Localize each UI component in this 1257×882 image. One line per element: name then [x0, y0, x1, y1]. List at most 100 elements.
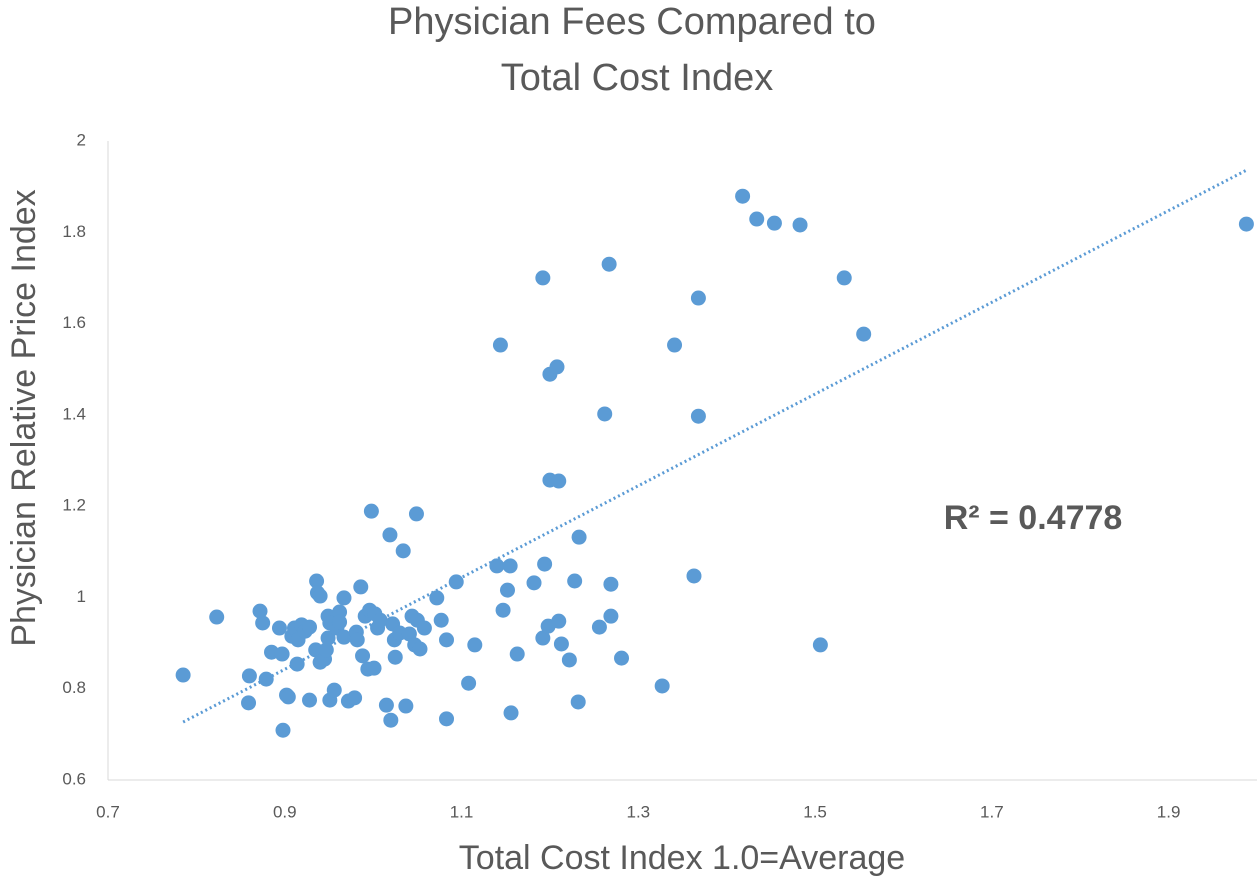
x-tick-label: 1.1 [450, 802, 474, 821]
point [355, 648, 371, 664]
point [318, 642, 334, 658]
point [332, 614, 348, 630]
point [749, 211, 765, 227]
point [312, 588, 328, 604]
point [766, 215, 782, 231]
point [280, 689, 296, 705]
y-tick-label: 0.8 [62, 678, 86, 697]
point [603, 608, 619, 624]
point [553, 636, 569, 652]
point [509, 646, 525, 662]
point [275, 722, 291, 738]
point [792, 217, 808, 233]
point [412, 641, 428, 657]
point [326, 682, 342, 698]
point [489, 558, 505, 574]
point [461, 675, 477, 691]
point [366, 660, 382, 676]
point [336, 590, 352, 606]
point [836, 270, 852, 286]
y-tick-label: 1.6 [62, 313, 86, 332]
point [416, 620, 432, 636]
point [378, 697, 394, 713]
point [690, 290, 706, 306]
x-tick-label: 1.9 [1157, 802, 1181, 821]
point [274, 646, 290, 662]
point [408, 506, 424, 522]
point [209, 609, 225, 625]
point [349, 632, 365, 648]
point [597, 406, 613, 422]
point [735, 188, 751, 204]
point [302, 692, 318, 708]
point [690, 408, 706, 424]
point [1238, 216, 1254, 232]
point [433, 612, 449, 628]
point [175, 667, 191, 683]
x-tick-label: 1.7 [980, 802, 1004, 821]
x-tick-label: 1.3 [626, 802, 650, 821]
point [654, 678, 670, 694]
point [561, 652, 577, 668]
y-axis-title: Physician Relative Price Index [5, 189, 43, 646]
y-tick-label: 0.6 [62, 769, 86, 788]
point [429, 590, 445, 606]
point [503, 705, 519, 721]
chart-title: Physician Fees Compared to [388, 1, 876, 43]
point [255, 615, 271, 631]
point [549, 359, 565, 375]
point [570, 694, 586, 710]
point [383, 712, 399, 728]
point [614, 650, 630, 666]
x-tick-label: 1.5 [803, 802, 827, 821]
point [467, 637, 483, 653]
chart-title: Total Cost Index [501, 57, 773, 99]
point [535, 270, 551, 286]
point [591, 619, 607, 635]
y-tick-label: 1.8 [62, 222, 86, 241]
point [347, 690, 363, 706]
point [398, 698, 414, 714]
point [289, 656, 305, 672]
point [448, 574, 464, 590]
point [499, 582, 515, 598]
point [439, 632, 455, 648]
point [812, 637, 828, 653]
point [856, 326, 872, 342]
point [667, 337, 683, 353]
point [271, 620, 287, 636]
x-tick-label: 0.9 [273, 802, 297, 821]
y-tick-label: 2 [77, 130, 86, 149]
point [686, 568, 702, 584]
point [320, 630, 336, 646]
point [363, 503, 379, 519]
point [387, 649, 403, 665]
point [336, 629, 352, 645]
r-squared-annotation: R² = 0.4778 [944, 499, 1123, 537]
y-tick-label: 1 [77, 587, 86, 606]
point [258, 671, 274, 687]
point [571, 529, 587, 545]
point [353, 579, 369, 595]
point [382, 527, 398, 543]
point [241, 668, 257, 684]
point [439, 711, 455, 727]
point [567, 573, 583, 589]
point [252, 603, 268, 619]
point [395, 543, 411, 559]
point [601, 256, 617, 272]
point [302, 619, 318, 635]
point [537, 556, 553, 572]
point [241, 695, 257, 711]
point [551, 473, 567, 489]
point [309, 573, 325, 589]
point [603, 576, 619, 592]
point [372, 612, 388, 628]
point [492, 337, 508, 353]
y-tick-label: 1.2 [62, 496, 86, 515]
point [551, 613, 567, 629]
point [502, 558, 518, 574]
x-axis-title: Total Cost Index 1.0=Average [459, 839, 905, 877]
point [535, 630, 551, 646]
